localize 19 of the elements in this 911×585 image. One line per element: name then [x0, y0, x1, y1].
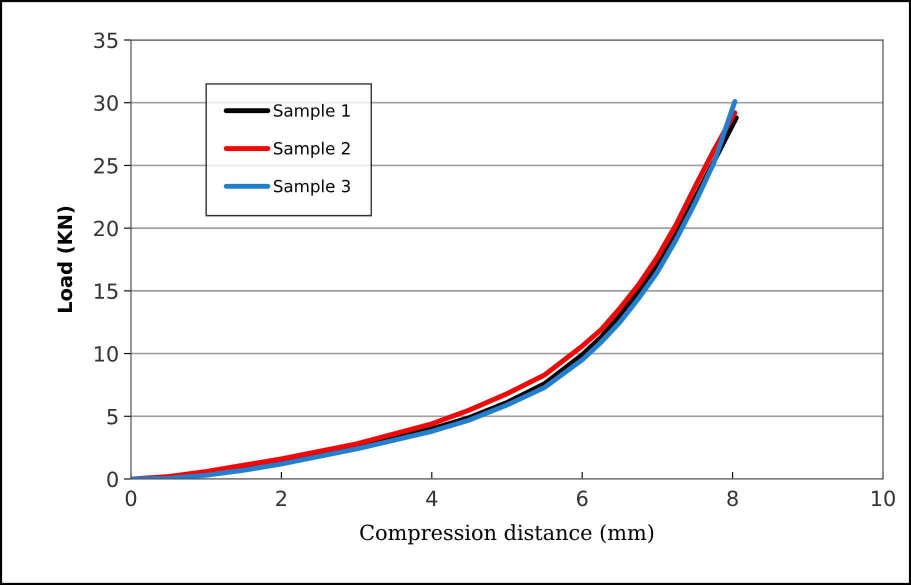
y-tick-label: 20 [94, 220, 118, 236]
y-tick-label: 15 [94, 284, 118, 300]
y-tick-label: 25 [94, 158, 118, 174]
legend-label: Sample 1 [274, 104, 350, 120]
y-tick-label: 10 [94, 346, 118, 362]
y-tick-label: 35 [94, 32, 118, 48]
x-tick-label: 10 [872, 490, 895, 506]
y-tick-label: 5 [108, 409, 118, 424]
y-axis-title: Load (KN) [57, 206, 75, 312]
legend-label: Sample 3 [274, 179, 350, 196]
x-tick-label: 8 [727, 490, 738, 506]
x-tick-label: 2 [276, 490, 286, 506]
x-tick-label: 6 [577, 490, 588, 506]
x-tick-label: 4 [426, 490, 438, 506]
y-tick-label: 0 [107, 471, 118, 488]
x-axis-title: Compression distance (mm) [360, 524, 654, 544]
x-tick-label: 0 [126, 490, 136, 506]
y-tick-label: 30 [94, 95, 118, 111]
legend-label: Sample 2 [274, 142, 350, 158]
